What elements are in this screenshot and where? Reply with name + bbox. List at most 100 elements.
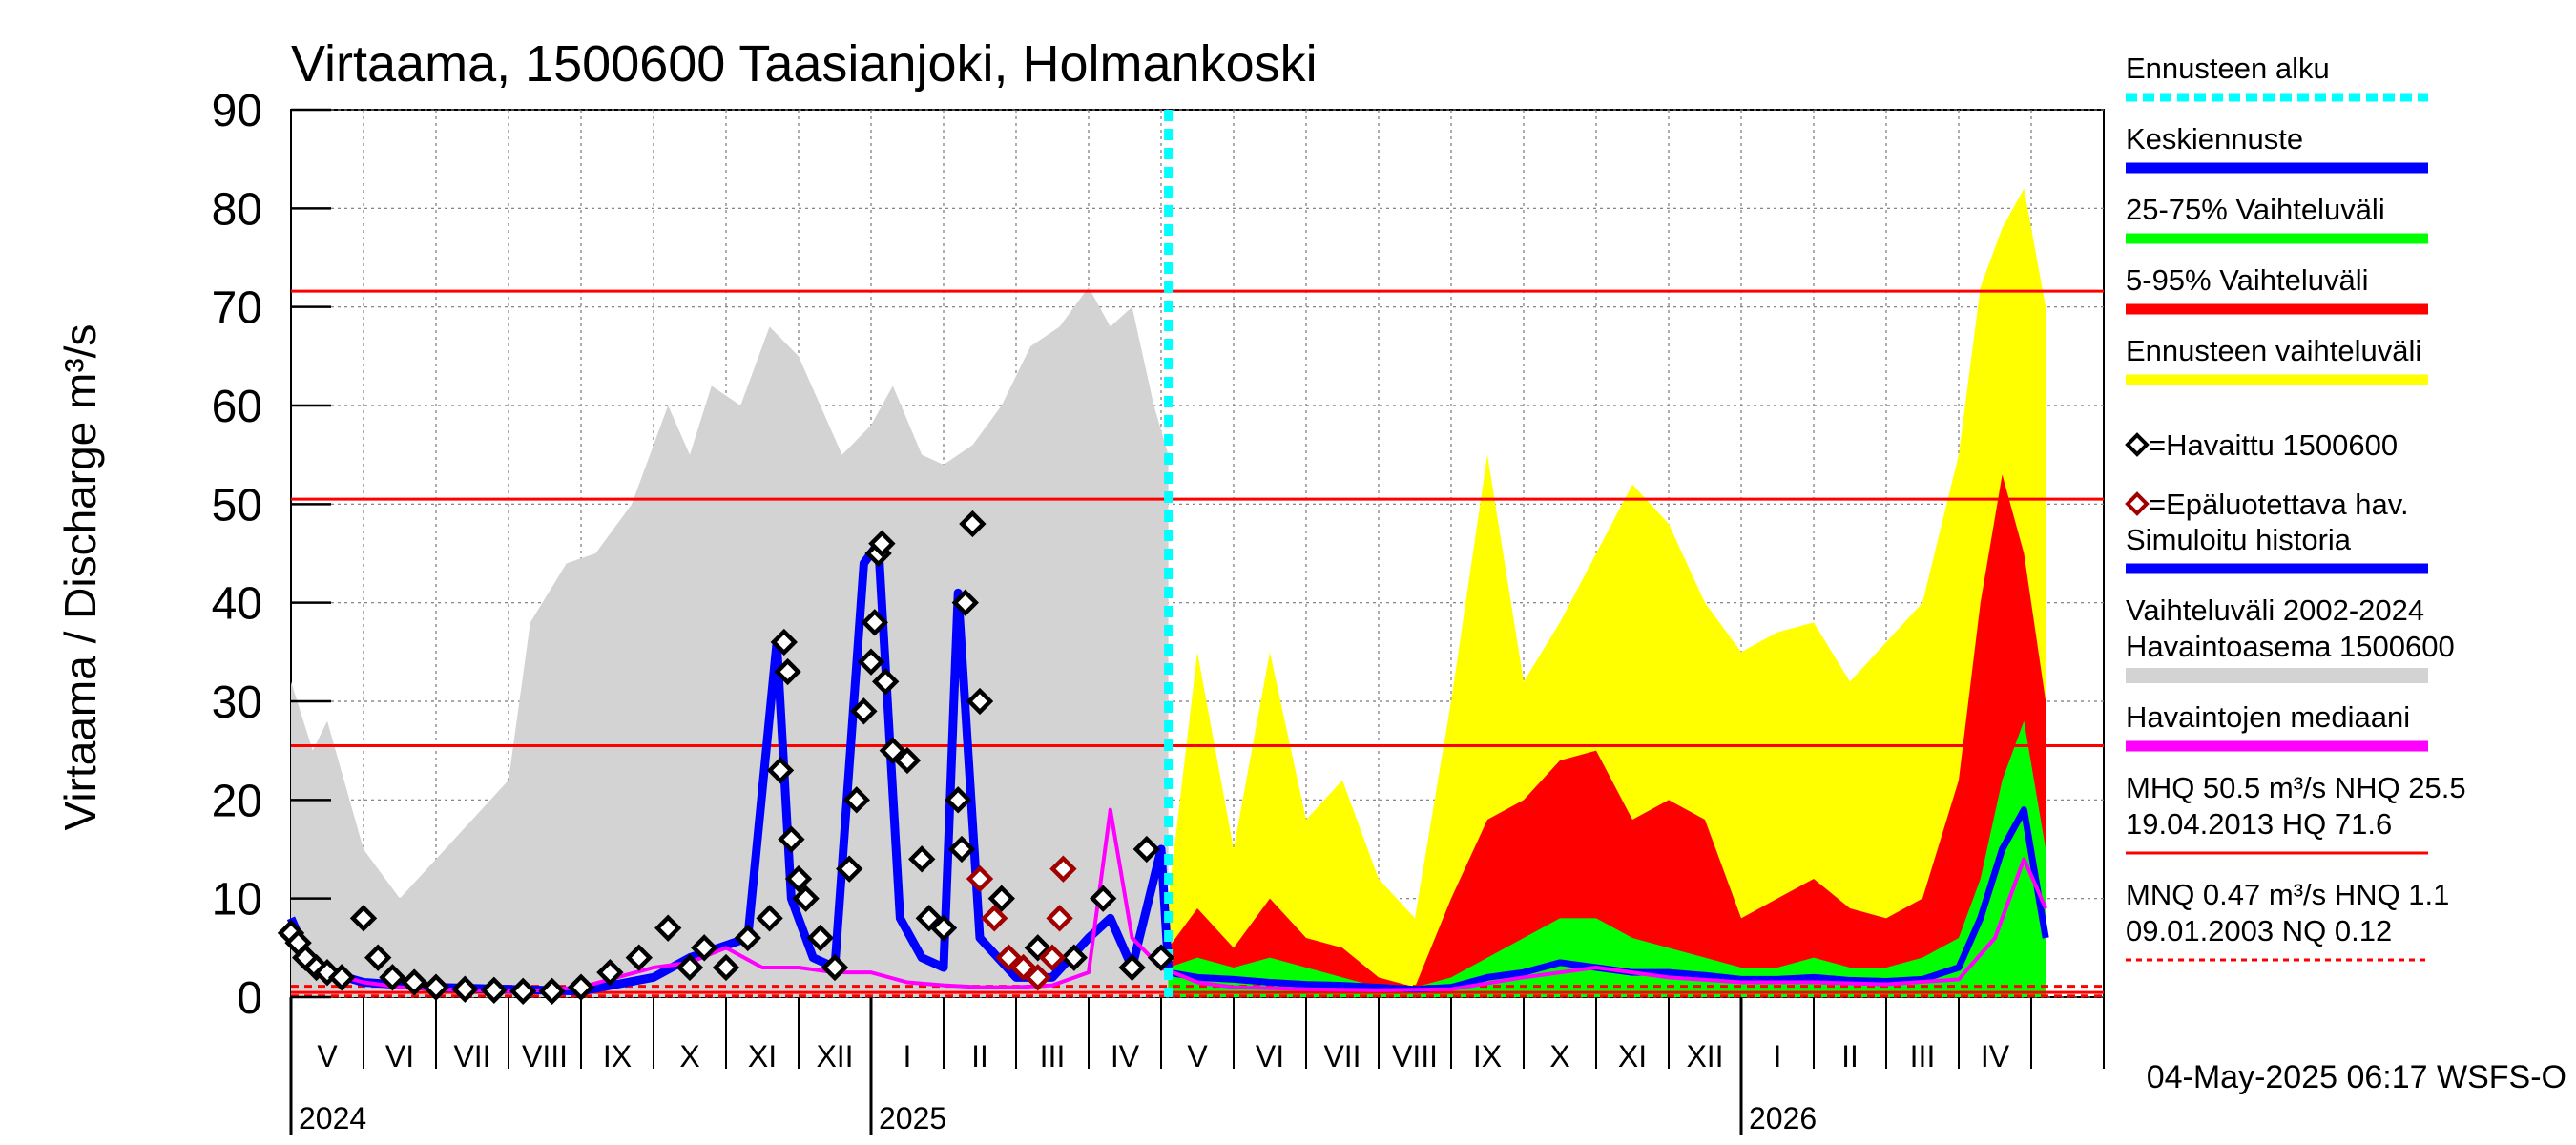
x-month-label: IX bbox=[1473, 1039, 1502, 1073]
observed-point bbox=[842, 786, 870, 814]
observed-point bbox=[893, 746, 922, 775]
legend-item-11-label: MNQ 0.47 m³/s HNQ 1.1 bbox=[2126, 878, 2449, 911]
x-month-label: XI bbox=[1618, 1039, 1647, 1073]
unreliable-point bbox=[981, 905, 1008, 932]
observed-point bbox=[451, 975, 479, 1003]
legend-item-10-label: 19.04.2013 HQ 71.6 bbox=[2126, 807, 2392, 841]
observed-point bbox=[756, 905, 783, 932]
x-month-label: VI bbox=[1256, 1039, 1284, 1073]
x-month-label: IV bbox=[1981, 1039, 2010, 1073]
observed-point bbox=[821, 953, 849, 982]
observed-point bbox=[313, 958, 342, 987]
observed-point bbox=[778, 825, 805, 853]
observation-points bbox=[277, 510, 1175, 1005]
chart-title: Virtaama, 1500600 Taasianjoki, Holmankos… bbox=[291, 35, 1318, 93]
observed-point bbox=[850, 697, 878, 725]
observed-point bbox=[328, 964, 356, 991]
legend-item-11-label: 09.01.2003 NQ 0.12 bbox=[2126, 914, 2392, 947]
observed-point bbox=[836, 855, 863, 883]
observed-point bbox=[908, 845, 936, 873]
observed-point bbox=[784, 864, 813, 893]
observed-point bbox=[379, 964, 406, 991]
unreliable-point bbox=[966, 864, 994, 893]
observed-point bbox=[538, 977, 566, 1005]
x-month-label: X bbox=[679, 1039, 699, 1073]
observed-point bbox=[959, 510, 987, 538]
observed-point bbox=[774, 657, 801, 686]
x-month-label: XII bbox=[816, 1039, 853, 1073]
y-tick-label: 80 bbox=[212, 184, 262, 235]
y-tick-label: 60 bbox=[212, 382, 262, 432]
x-month-label: III bbox=[1910, 1039, 1936, 1073]
x-month-label: I bbox=[1774, 1039, 1782, 1073]
x-month-label: V bbox=[317, 1039, 338, 1073]
observed-point bbox=[1060, 944, 1088, 971]
x-month-label: V bbox=[1187, 1039, 1208, 1073]
footer-timestamp: 04-May-2025 06:17 WSFS-O bbox=[2147, 1059, 2566, 1095]
observed-point bbox=[766, 757, 795, 784]
unreliable-point bbox=[1049, 855, 1077, 883]
y-tick-label: 20 bbox=[212, 776, 262, 826]
observed-point bbox=[879, 737, 906, 764]
x-month-label: III bbox=[1040, 1039, 1066, 1073]
y-tick-label: 90 bbox=[212, 86, 262, 136]
x-month-label: IV bbox=[1111, 1039, 1140, 1073]
observed-point bbox=[1090, 885, 1117, 912]
legend-item-7-label: Simuloitu historia bbox=[2126, 523, 2352, 556]
observed-point bbox=[987, 885, 1015, 912]
observed-point bbox=[675, 953, 704, 982]
observed-point bbox=[596, 958, 624, 987]
observed-point bbox=[966, 687, 994, 716]
x-year-label: 2026 bbox=[1749, 1101, 1817, 1135]
x-month-label: IX bbox=[603, 1039, 632, 1073]
unreliable-point bbox=[1024, 964, 1051, 991]
observed-point bbox=[868, 530, 896, 557]
observed-point bbox=[1132, 835, 1160, 864]
band-ennusteen-vaihteluv-li bbox=[1168, 188, 2046, 997]
observed-point bbox=[947, 835, 976, 864]
observed-point bbox=[915, 905, 943, 932]
observed-point bbox=[770, 628, 798, 656]
y-tick-label: 30 bbox=[212, 677, 262, 728]
y-tick-label: 0 bbox=[237, 973, 262, 1024]
x-month-label: II bbox=[1841, 1039, 1859, 1073]
observed-point bbox=[625, 944, 653, 971]
reference-lines bbox=[291, 289, 2104, 998]
y-tick-label: 40 bbox=[212, 579, 262, 630]
legend-item-4-label: Ennusteen vaihteluväli bbox=[2126, 334, 2421, 367]
observed-point bbox=[349, 905, 378, 932]
x-month-label: VIII bbox=[522, 1039, 568, 1073]
observed-point bbox=[945, 786, 972, 814]
legend-item-9-label: Havaintojen mediaani bbox=[2126, 700, 2410, 734]
x-year-label: 2025 bbox=[879, 1101, 946, 1135]
observed-point bbox=[654, 914, 682, 942]
y-tick-label: 10 bbox=[212, 875, 262, 926]
legend-item-1-label: Keskiennuste bbox=[2126, 122, 2303, 156]
observed-point bbox=[1118, 953, 1146, 982]
legend: Ennusteen alku Keskiennuste 25-75% Vaihtel… bbox=[2125, 52, 2466, 962]
observed-point bbox=[792, 885, 820, 912]
observed-point bbox=[691, 934, 718, 962]
observed-point bbox=[806, 924, 834, 952]
unreliable-point bbox=[1046, 905, 1073, 932]
legend-item-3-label: 5-95% Vaihteluväli bbox=[2126, 263, 2368, 297]
observed-point bbox=[1147, 944, 1175, 971]
observed-point bbox=[734, 924, 761, 952]
x-month-label: VII bbox=[453, 1039, 490, 1073]
legend-item-8-label: Havaintoasema 1500600 bbox=[2126, 630, 2455, 663]
x-month-label: I bbox=[904, 1039, 912, 1073]
y-axis-label: Virtaama / Discharge m³/s bbox=[55, 324, 105, 831]
observed-point bbox=[857, 648, 885, 676]
unreliable-point bbox=[1038, 944, 1067, 971]
legend-item-0-label: Ennusteen alku bbox=[2126, 52, 2330, 85]
observed-point bbox=[929, 914, 958, 942]
unreliable-point bbox=[1009, 953, 1037, 982]
x-month-label: XII bbox=[1686, 1039, 1723, 1073]
observed-point bbox=[480, 976, 508, 1004]
unreliable-point bbox=[995, 944, 1023, 971]
y-tick-label: 50 bbox=[212, 480, 262, 531]
x-month-label: VIII bbox=[1392, 1039, 1438, 1073]
x-month-label: XI bbox=[748, 1039, 777, 1073]
